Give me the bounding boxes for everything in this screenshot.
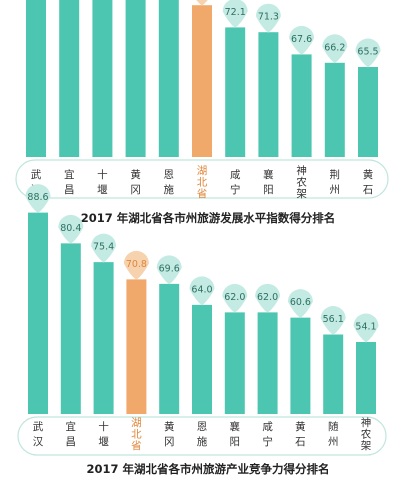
data-label-4: 70.8 [126,259,147,270]
category-label-8: 咸宁 [262,421,273,448]
category-label-11: 黄石 [363,168,374,196]
category-label-7: 咸宁 [230,169,241,196]
category-label-1: 武汉 [33,420,44,448]
data-label-6: 64.0 [191,284,212,295]
category-label-7: 襄阳 [230,420,241,448]
data-label-11: 65.5 [357,47,378,58]
data-label-3: 75.4 [93,242,114,253]
bar-7 [224,312,245,414]
bar-1 [28,212,48,414]
data-label-9: 60.6 [290,297,311,308]
data-label-10: 66.2 [324,42,345,53]
bar-7 [225,27,246,158]
chart-title-1: 2017 年湖北省各市州旅游发展水平指数得分排名 [81,211,336,225]
bar-6 [192,304,212,414]
category-label-4: 湖北省 [131,417,142,452]
bar-1 [26,0,46,157]
data-label-1: 88.6 [27,192,48,203]
category-label-6: 恩施 [197,421,208,448]
category-label-2: 宜昌 [64,168,75,196]
bar-3 [93,262,114,414]
data-label-9: 67.6 [291,34,312,45]
category-label-4: 黄冈 [130,168,141,196]
category-label-3: 十堰 [98,420,109,448]
value-bubble-7 [222,0,248,28]
bar-11 [358,67,378,157]
bar-4 [126,279,147,414]
bar-4 [125,0,146,157]
value-bubble-6 [189,276,215,306]
value-bubble-10 [320,306,346,335]
category-label-frame [15,159,389,199]
category-label-frame [17,416,387,456]
value-bubble-8 [255,3,281,33]
bar-8 [257,312,278,414]
data-label-7: 62.0 [224,292,245,303]
value-bubble-8 [255,283,281,313]
value-bubble-6 [196,0,208,6]
category-label-5: 黄冈 [164,420,175,448]
category-label-6: 湖北省 [197,165,208,200]
value-bubble-3 [91,233,117,263]
bar-9 [291,54,312,157]
bar-5 [158,0,179,157]
value-bubble-2 [58,214,84,244]
category-label-2: 宜昌 [66,420,77,448]
bar-5 [159,283,180,414]
data-label-8: 71.3 [258,12,279,23]
bar-10 [323,334,344,414]
bar-9 [290,317,311,414]
bar-8 [258,32,279,158]
value-bubble-9 [289,25,315,55]
chart-panel-2: 88.6 武汉 80.4 宜昌 75.4 十堰 70.8 湖北省 69.6 黄冈 64.0 恩施 62.… [17,184,387,476]
category-label-11: 神农架 [361,416,372,452]
data-label-8: 62.0 [257,292,278,303]
category-label-8: 襄阳 [263,168,274,196]
category-label-5: 恩施 [164,169,175,196]
value-bubble-5 [156,255,182,285]
data-label-11: 54.1 [355,322,376,333]
value-bubble-7 [222,283,248,313]
data-label-7: 72.1 [225,7,246,18]
category-label-10: 随州 [328,420,339,448]
chart-panel-1: 85.2武汉82.9宜昌78.9十堰77.7黄冈76.9恩施75.8湖北省72.… [15,0,389,225]
bar-6 [192,5,212,158]
bar-3 [92,0,113,157]
value-bubble-9 [287,289,313,319]
bar-2 [60,243,81,414]
value-bubble-4 [123,250,149,280]
value-bubble-11 [353,313,379,343]
value-bubble-11 [355,38,381,68]
category-label-3: 十堰 [97,168,108,196]
data-label-2: 80.4 [60,223,81,234]
chart-title-2: 2017 年湖北省各市州旅游产业竞争力得分排名 [86,462,329,476]
bar-11 [356,342,376,414]
data-label-5: 69.6 [159,263,180,274]
bar-2 [59,0,80,157]
data-label-10: 56.1 [323,314,344,325]
category-label-10: 荆州 [330,168,341,196]
category-label-9: 黄石 [295,420,306,448]
value-bubble-1 [25,184,51,214]
bar-10 [324,62,345,157]
category-label-9: 神农架 [296,164,307,200]
value-bubble-10 [322,34,348,64]
